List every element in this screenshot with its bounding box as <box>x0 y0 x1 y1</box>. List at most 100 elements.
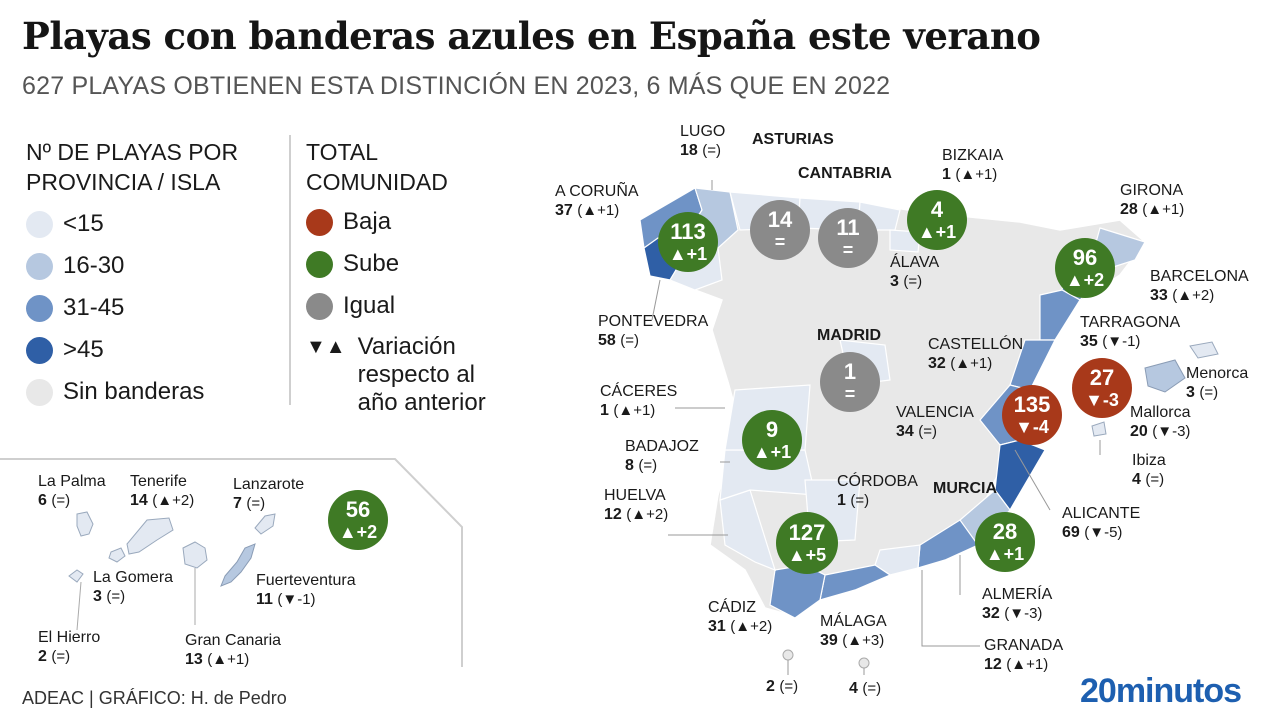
bubble-pais-vasco: 4 ▲+1 <box>907 190 967 250</box>
bubble-murcia: 28 ▲+1 <box>975 512 1035 572</box>
cadiz-value: 31 <box>708 618 726 635</box>
malaga-value: 39 <box>820 632 838 649</box>
bubble-valencia: 135 ▼-4 <box>1002 385 1062 445</box>
huelva-value: 12 <box>604 506 622 523</box>
label-la-gomera: La Gomera 3 (=) <box>93 568 173 606</box>
cadiz-var: (▲+2) <box>730 618 773 635</box>
label-badajoz: BADAJOZ 8 (=) <box>625 437 699 475</box>
island-tenerife <box>126 517 174 555</box>
ceuta-var: (=) <box>779 678 799 695</box>
city-melilla <box>858 657 870 669</box>
island-la-gomera <box>108 547 126 563</box>
tenerife-name: Tenerife <box>130 473 187 490</box>
label-almeria: ALMERÍA 32 (▼-3) <box>982 585 1052 623</box>
leader-lines <box>651 180 1101 675</box>
canary-islands-map <box>68 511 276 630</box>
label-tarragona: TARRAGONA 35 (▼-1) <box>1080 313 1180 351</box>
menorca-name: Menorca <box>1186 365 1249 382</box>
lugo-value: 18 <box>680 142 698 159</box>
label-granada: GRANADA 12 (▲+1) <box>984 636 1063 674</box>
legend-item-16-30: 16-30 <box>26 245 238 287</box>
valencia-var: (=) <box>918 423 937 440</box>
island-lanzarote <box>254 513 276 535</box>
badajoz-name: BADAJOZ <box>625 438 699 455</box>
tarragona-var: (▼-1) <box>1102 333 1141 350</box>
canary-inset-frame <box>0 458 463 667</box>
bubble-baleares: 27 ▼-3 <box>1072 358 1132 418</box>
tenerife-var: (▲+2) <box>152 492 195 509</box>
malaga-var: (▲+3) <box>842 632 885 649</box>
tarragona-name: TARRAGONA <box>1080 314 1181 331</box>
bizkaia-name: BIZKAIA <box>942 147 1004 164</box>
label-barcelona: BARCELONA 33 (▲+2) <box>1150 267 1249 305</box>
alava-name: ÁLAVA <box>890 254 940 271</box>
fuerteventura-var: (▼-1) <box>277 591 316 608</box>
el-hierro-value: 2 <box>38 648 47 665</box>
cataluna-variation: ▲+2 <box>1065 270 1105 290</box>
caceres-name: CÁCERES <box>600 383 678 400</box>
castellon-var: (▲+1) <box>950 355 993 372</box>
dot-sube <box>306 250 333 278</box>
cantabria-variation: = <box>842 240 854 260</box>
legend-label-16-30: 16-30 <box>63 252 125 279</box>
la-palma-var: (=) <box>51 492 71 509</box>
canarias-total: 56 <box>345 497 371 522</box>
ceuta-value: 2 <box>766 678 775 695</box>
fuerteventura-value: 11 <box>256 591 273 608</box>
dot-baja <box>306 208 333 236</box>
alava-value: 3 <box>890 273 899 290</box>
province-legend-title-1: Nº DE PLAYAS POR <box>26 139 239 165</box>
lanzarote-value: 7 <box>233 495 242 512</box>
a-coruna-value: 37 <box>555 202 573 219</box>
la-gomera-value: 3 <box>93 588 102 605</box>
galicia-total: 113 <box>670 219 706 244</box>
menorca-value: 3 <box>1186 384 1195 401</box>
huelva-var: (▲+2) <box>626 506 669 523</box>
island-la-palma <box>76 511 94 537</box>
lanzarote-var: (=) <box>246 495 266 512</box>
legend-divider <box>289 135 291 405</box>
malaga-name: MÁLAGA <box>820 613 887 630</box>
label-caceres: CÁCERES 1 (▲+1) <box>600 382 677 420</box>
castellon-value: 32 <box>928 355 946 372</box>
andalucia-total: 127 <box>788 520 826 545</box>
variation-arrows-icon: ▼▲ <box>306 336 346 358</box>
variation-legend: ▼▲ Variación respecto al año anterior <box>306 333 486 417</box>
label-mallorca: Mallorca 20 (▼-3) <box>1130 403 1190 441</box>
asturias-total: 14 <box>767 207 793 232</box>
melilla-var: (=) <box>862 680 882 697</box>
mallorca-var: (▼-3) <box>1152 423 1191 440</box>
ibiza-name: Ibiza <box>1132 452 1166 469</box>
label-ibiza: Ibiza 4 (=) <box>1132 451 1166 489</box>
legend-item-sube: Sube <box>306 243 486 285</box>
label-gran-canaria: Gran Canaria 13 (▲+1) <box>185 631 281 669</box>
ibiza-value: 4 <box>1132 471 1141 488</box>
city-ceuta <box>782 649 794 661</box>
valencia-value: 34 <box>896 423 914 440</box>
pontevedra-value: 58 <box>598 332 616 349</box>
island-menorca <box>1189 341 1219 359</box>
legend-item-31-45: 31-45 <box>26 287 238 329</box>
a-coruna-name: A CORUÑA <box>555 183 639 200</box>
la-palma-value: 6 <box>38 492 47 509</box>
pais-vasco-total: 4 <box>930 197 944 222</box>
label-la-palma: La Palma 6 (=) <box>38 472 106 510</box>
label-lanzarote: Lanzarote 7 (=) <box>233 475 304 513</box>
bubble-andalucia: 127 ▲+5 <box>776 512 838 574</box>
province-granada <box>874 544 921 576</box>
madrid-variation: = <box>844 384 856 404</box>
label-bizkaia: BIZKAIA 1 (▲+1) <box>942 146 1003 184</box>
label-ceuta: 2 (=) <box>766 677 798 696</box>
pais-vasco-variation: ▲+1 <box>917 222 957 242</box>
el-hierro-var: (=) <box>51 648 71 665</box>
baleares-variation: ▼-3 <box>1085 390 1119 410</box>
label-alicante: ALICANTE 69 (▼-5) <box>1062 504 1140 542</box>
dot-igual <box>306 292 333 320</box>
legend-label-baja: Baja <box>343 208 392 235</box>
murcia-variation: ▲+1 <box>985 544 1025 564</box>
source-credit: ADEAC | GRÁFICO: H. de Pedro <box>22 688 287 708</box>
variation-label-2: respecto al <box>357 361 475 388</box>
alava-var: (=) <box>903 273 923 290</box>
girona-var: (▲+1) <box>1142 201 1185 218</box>
community-madrid-name: MADRID <box>817 327 881 344</box>
